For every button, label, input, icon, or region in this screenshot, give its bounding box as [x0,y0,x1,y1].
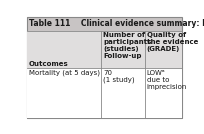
Text: 70
(1 study): 70 (1 study) [103,70,135,83]
Text: Outcomes: Outcomes [29,61,69,67]
Text: Mortality (at 5 days): Mortality (at 5 days) [29,70,100,76]
Bar [27,68,182,118]
Text: Number of
participants
(studies)
Follow-up: Number of participants (studies) Follow-… [103,32,152,59]
Text: Table 111    Clinical evidence summary: MARS versus stand: Table 111 Clinical evidence summary: MAR… [29,19,204,28]
Text: LOWᵃ
due to
imprecision: LOWᵃ due to imprecision [147,70,187,90]
Text: Quality of
the evidence
(GRADE): Quality of the evidence (GRADE) [147,32,198,52]
Bar [27,17,182,31]
Bar [27,31,182,68]
